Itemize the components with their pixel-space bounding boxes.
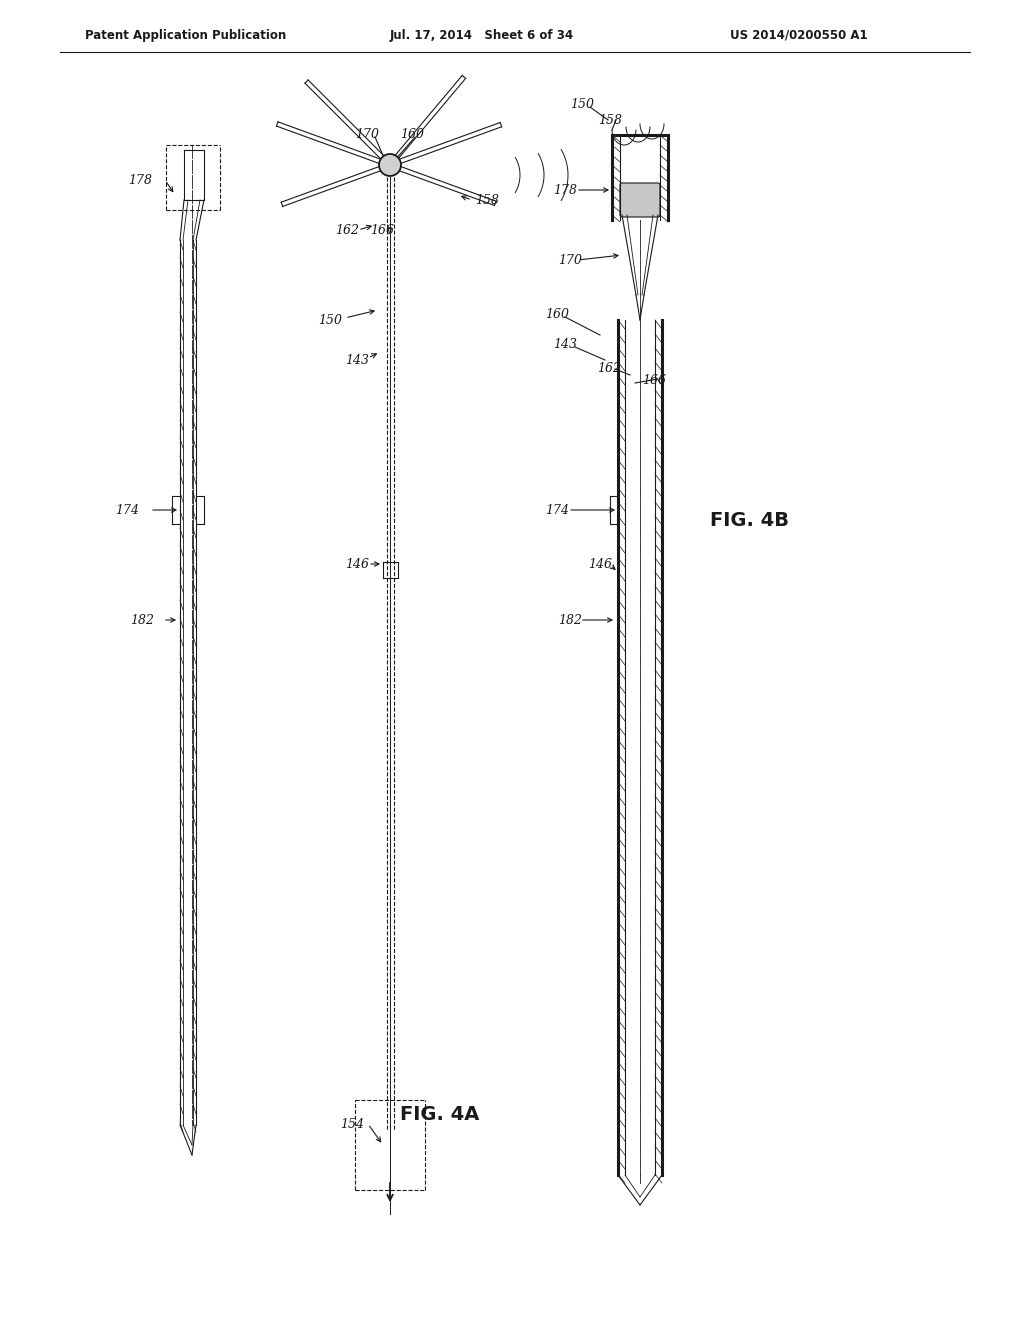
Text: 178: 178 (553, 183, 577, 197)
FancyBboxPatch shape (620, 183, 660, 216)
Text: 178: 178 (128, 173, 152, 186)
Text: 160: 160 (545, 309, 569, 322)
Text: FIG. 4B: FIG. 4B (711, 511, 790, 529)
Text: 170: 170 (558, 253, 582, 267)
Text: 162: 162 (335, 223, 359, 236)
Text: 174: 174 (115, 503, 139, 516)
Text: 143: 143 (345, 354, 369, 367)
Text: Jul. 17, 2014   Sheet 6 of 34: Jul. 17, 2014 Sheet 6 of 34 (390, 29, 574, 41)
Text: 146: 146 (588, 558, 612, 572)
Text: 150: 150 (570, 99, 594, 111)
Text: FIG. 4A: FIG. 4A (400, 1106, 479, 1125)
Text: 166: 166 (370, 223, 394, 236)
Text: 143: 143 (553, 338, 577, 351)
Text: 166: 166 (642, 374, 666, 387)
Text: 158: 158 (598, 114, 622, 127)
Text: 182: 182 (130, 614, 154, 627)
Text: 160: 160 (400, 128, 424, 141)
Text: 182: 182 (558, 614, 582, 627)
Text: US 2014/0200550 A1: US 2014/0200550 A1 (730, 29, 867, 41)
Ellipse shape (379, 154, 401, 176)
Text: 158: 158 (475, 194, 499, 206)
Text: 146: 146 (345, 558, 369, 572)
Text: Patent Application Publication: Patent Application Publication (85, 29, 287, 41)
Text: 174: 174 (545, 503, 569, 516)
Text: 154: 154 (340, 1118, 364, 1131)
Text: 170: 170 (355, 128, 379, 141)
Text: 162: 162 (597, 362, 621, 375)
Text: 150: 150 (318, 314, 342, 326)
